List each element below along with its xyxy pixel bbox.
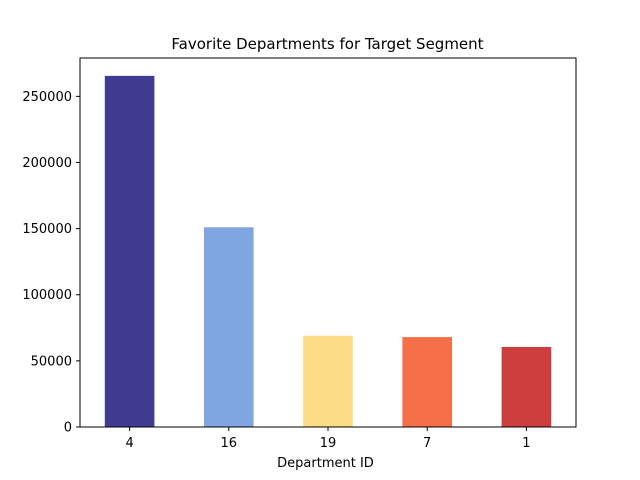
y-tick-label: 0 bbox=[64, 421, 72, 436]
chart-title: Favorite Departments for Target Segment bbox=[171, 35, 483, 53]
y-tick-label: 100000 bbox=[22, 288, 72, 303]
bar-7 bbox=[402, 337, 452, 427]
x-tick-label: 7 bbox=[423, 436, 431, 451]
bar-16 bbox=[204, 227, 254, 427]
x-tick-label: 1 bbox=[522, 436, 530, 451]
x-tick-label: 16 bbox=[221, 436, 238, 451]
bars-group bbox=[104, 75, 552, 428]
x-axis: 4 16 19 7 1 bbox=[125, 427, 531, 451]
x-tick-label: 19 bbox=[320, 436, 337, 451]
bar-4 bbox=[104, 75, 155, 428]
plot-frame bbox=[79, 57, 577, 428]
x-tick-label: 4 bbox=[125, 436, 133, 451]
bar-19 bbox=[303, 335, 353, 427]
y-tick-label: 150000 bbox=[22, 222, 72, 237]
y-tick-label: 200000 bbox=[22, 156, 72, 171]
y-tick-label: 250000 bbox=[22, 90, 72, 105]
bar-1 bbox=[501, 346, 552, 427]
y-axis: 0 50000 100000 150000 200000 250000 bbox=[22, 90, 80, 436]
x-axis-label: Department ID bbox=[277, 456, 374, 471]
y-tick-label: 50000 bbox=[31, 354, 72, 369]
